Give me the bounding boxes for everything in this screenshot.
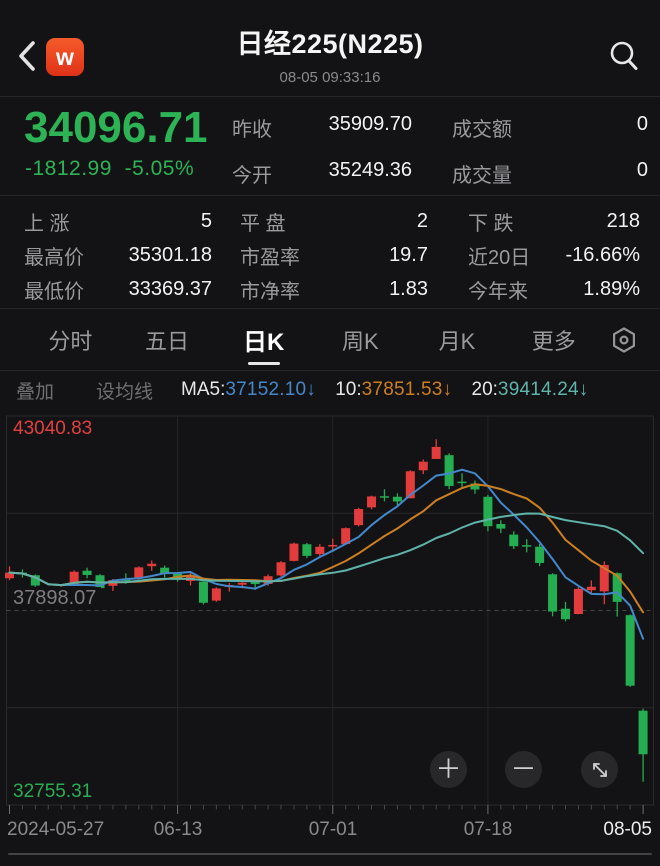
stat-value: 33369.37: [128, 277, 212, 300]
prev-close-label: 昨收: [232, 119, 272, 141]
tab-monthly-k[interactable]: 月K: [438, 328, 476, 354]
stat-value: 5: [200, 209, 212, 232]
stat-label: 今年来: [468, 280, 528, 303]
quote-timestamp: 08-05 09:33:16: [279, 69, 381, 86]
page-title: 日经225(N225): [236, 29, 424, 59]
stat-label: 市净率: [240, 280, 300, 303]
stats-section: 上 涨 5 平 盘 2 下 跌 218 最高价 35301.18 市盈率 19.7 近20…: [0, 196, 660, 309]
ma5-value: 37152.10↓: [225, 379, 316, 400]
x-axis: 2024-05-27 06-13 07-01 07-18 08-05: [0, 815, 660, 847]
chart-settings-button[interactable]: [602, 325, 646, 355]
ma10-value: 37851.53↓: [361, 379, 453, 400]
stat-value: 35301.18: [128, 243, 212, 266]
volume-label: 成交量: [452, 165, 512, 187]
y-axis-min-label: 32755.31: [13, 781, 93, 802]
indicator-bar: 叠加 设均线 MA5:37152.10↓ 10:37851.53↓ 20:394…: [0, 371, 660, 409]
stat-value: -16.66%: [565, 243, 641, 266]
stat-label: 最低价: [24, 280, 84, 303]
ma5-label: MA5:: [181, 379, 226, 400]
x-tick-label: 07-01: [308, 819, 358, 840]
prev-close-value: 35909.70: [328, 113, 412, 135]
stat-advancers: 上 涨 5: [24, 204, 212, 238]
candlestick-chart[interactable]: 43040.83 37898.07 32755.31 2024-05-27 06…: [0, 409, 660, 866]
stat-value: 2: [416, 209, 428, 232]
ma-legend: MA5:37152.10↓ 10:37851.53↓ 20:39414.24↓: [181, 379, 602, 401]
fullscreen-button[interactable]: [581, 751, 618, 788]
ma10-legend: 10:37851.53↓: [335, 379, 452, 400]
tab-minute[interactable]: 分时: [48, 328, 93, 354]
open-value: 35249.36: [328, 159, 412, 181]
x-tick-label: 07-18: [463, 819, 513, 840]
candlestick-plot[interactable]: [0, 409, 660, 815]
ma20-legend: 20:39414.24↓: [472, 379, 589, 400]
logo-letter: w: [56, 43, 74, 70]
plus-icon: ＋: [435, 753, 462, 784]
volume-value: 0: [636, 159, 648, 181]
stat-value: 218: [606, 209, 640, 232]
search-icon[interactable]: [606, 38, 642, 74]
open-label: 今开: [232, 165, 272, 187]
price-change: -1812.99 -5.05%: [25, 157, 194, 181]
minus-icon: －: [510, 753, 537, 784]
overlay-button[interactable]: 叠加: [16, 381, 55, 403]
quote-section: 34096.71 -1812.99 -5.05% 昨收 35909.70 成交额…: [0, 97, 660, 196]
tab-more[interactable]: 更多: [531, 328, 576, 354]
change-percent: -5.05%: [124, 157, 195, 180]
stat-label: 上 涨: [24, 212, 70, 235]
tab-5day[interactable]: 五日: [145, 328, 190, 354]
x-tick-label: 2024-05-27: [7, 819, 105, 840]
stat-pe-ratio: 市盈率 19.7: [212, 238, 428, 272]
y-axis-max-label: 43040.83: [13, 418, 93, 439]
ma20-label: 20:: [471, 379, 498, 400]
ma10-label: 10:: [335, 379, 362, 400]
stat-label: 平 盘: [240, 212, 286, 235]
turnover-value: 0: [636, 113, 648, 135]
stat-unchanged: 平 盘 2: [212, 204, 428, 238]
change-value: -1812.99: [25, 157, 112, 180]
stat-pb-ratio: 市净率 1.83: [212, 272, 428, 306]
ma-settings-button[interactable]: 设均线: [96, 381, 154, 403]
gear-icon: [613, 326, 636, 353]
period-tab-bar: 分时 五日 日K 周K 月K 更多: [0, 309, 660, 371]
stat-label: 最高价: [24, 246, 84, 269]
stat-decliners: 下 跌 218: [428, 204, 640, 238]
stat-20day-change: 近20日 -16.66%: [428, 238, 640, 272]
stat-label: 下 跌: [468, 212, 514, 235]
zoom-out-button[interactable]: －: [505, 751, 542, 788]
stat-value: 1.83: [389, 277, 428, 300]
stat-value: 1.89%: [583, 277, 640, 300]
tab-daily-k[interactable]: 日K: [215, 309, 312, 370]
x-tick-label: 06-13: [153, 819, 203, 840]
header: w 日经225(N225) 08-05 09:33:16: [0, 0, 660, 97]
stat-ytd-change: 今年来 1.89%: [428, 272, 640, 306]
expand-icon: [592, 762, 607, 777]
turnover-label: 成交额: [452, 119, 512, 141]
tab-weekly-k[interactable]: 周K: [342, 328, 379, 354]
back-icon[interactable]: [14, 38, 40, 74]
ma5-legend: MA5:37152.10↓: [181, 379, 316, 400]
ma20-value: 39414.24↓: [497, 379, 589, 400]
x-tick-label: 08-05: [603, 819, 652, 840]
last-price: 34096.71: [24, 103, 208, 152]
stat-label: 近20日: [468, 246, 531, 269]
y-axis-mid-label: 37898.07: [13, 587, 102, 610]
stat-day-high: 最高价 35301.18: [24, 238, 212, 272]
zoom-in-button[interactable]: ＋: [430, 751, 467, 788]
stat-label: 市盈率: [240, 246, 300, 269]
home-indicator-bar: [8, 853, 652, 855]
wind-app-logo[interactable]: w: [46, 38, 84, 76]
stat-value: 19.7: [389, 243, 428, 266]
stat-day-low: 最低价 33369.37: [24, 272, 212, 306]
